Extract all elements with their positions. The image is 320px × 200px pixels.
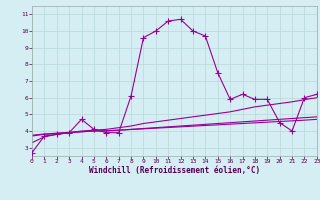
X-axis label: Windchill (Refroidissement éolien,°C): Windchill (Refroidissement éolien,°C) <box>89 166 260 175</box>
